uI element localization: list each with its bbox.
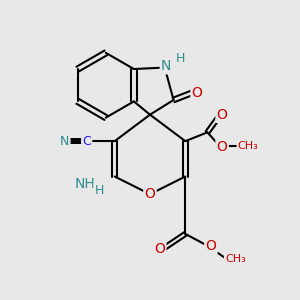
Text: O: O <box>217 108 228 122</box>
Text: O: O <box>206 239 216 253</box>
Text: N: N <box>161 59 171 73</box>
Text: NH: NH <box>75 177 96 191</box>
Text: O: O <box>154 242 165 256</box>
Text: C: C <box>82 135 91 148</box>
Text: CH₃: CH₃ <box>225 254 246 264</box>
Text: CH₃: CH₃ <box>238 141 258 151</box>
Text: N: N <box>60 135 69 148</box>
Text: H: H <box>95 184 104 197</box>
Text: O: O <box>217 140 228 154</box>
Text: O: O <box>145 187 155 201</box>
Text: O: O <box>192 85 203 100</box>
Text: H: H <box>175 52 185 64</box>
